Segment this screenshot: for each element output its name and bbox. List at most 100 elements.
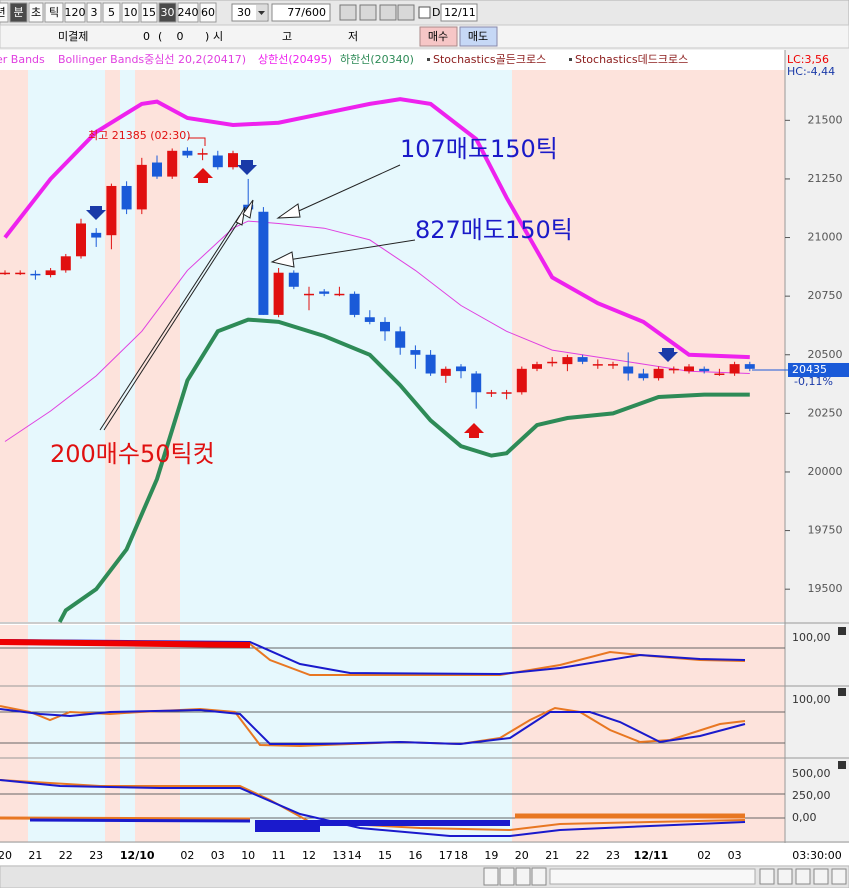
legend-item: Stochastics골든크로스 [433, 53, 546, 66]
d-checkbox[interactable] [418, 6, 431, 19]
panel-label: 100,00 [792, 693, 831, 706]
period-button[interactable] [158, 2, 177, 23]
tool-icon[interactable] [359, 4, 377, 21]
candle-body [30, 273, 41, 276]
buy-button[interactable] [419, 26, 458, 47]
tool-icon[interactable] [379, 4, 397, 21]
period-button[interactable] [0, 2, 9, 23]
tool-icon[interactable] [397, 4, 415, 21]
period-label[interactable]: 10 [124, 6, 138, 19]
period-button[interactable] [177, 2, 199, 23]
time-label: 03 [728, 849, 742, 862]
period-button[interactable] [64, 2, 86, 23]
time-label: 10 [241, 849, 255, 862]
period-label[interactable]: 15 [142, 6, 156, 19]
zoom-button[interactable] [795, 868, 811, 885]
time-label: 20 [0, 849, 12, 862]
time-label: 20 [515, 849, 529, 862]
candle-body [152, 162, 162, 177]
indicators [0, 639, 746, 837]
candle-body [668, 368, 679, 371]
current-price: 20435 [792, 363, 827, 376]
order-field: 미결제 [58, 30, 88, 43]
candle-body [15, 272, 26, 275]
period-label[interactable]: 틱 [49, 6, 59, 19]
period-button[interactable] [121, 2, 140, 23]
d-label: D [432, 6, 440, 19]
candle-body [516, 368, 527, 393]
shade [135, 625, 180, 842]
time-label: 16 [408, 849, 422, 862]
nav-button[interactable] [531, 867, 547, 886]
nav-button[interactable] [483, 867, 499, 886]
panel-close[interactable] [838, 761, 846, 769]
nav-button[interactable] [515, 867, 531, 886]
time-label: 03 [211, 849, 225, 862]
zoom-button[interactable] [777, 868, 793, 885]
period-label[interactable]: 30 [161, 6, 175, 19]
candle-body [334, 293, 345, 296]
combo-arrow-icon [258, 11, 265, 15]
period-label[interactable]: 년 [0, 6, 6, 19]
period-button[interactable] [86, 2, 102, 23]
candle-body [501, 392, 512, 394]
period-label[interactable]: 분 [13, 6, 23, 19]
order-field: 0 [177, 30, 184, 43]
legend-swatch [427, 58, 430, 61]
y-tick-label: 19750 [808, 524, 843, 537]
time-label: 12 [302, 849, 316, 862]
date-value: 12/11 [444, 6, 476, 19]
tool-icon[interactable] [339, 4, 357, 21]
period-button[interactable] [9, 2, 28, 23]
arrow-line [291, 164, 401, 215]
panel-close[interactable] [838, 627, 846, 635]
period-label[interactable]: 5 [108, 6, 115, 19]
period-button[interactable] [44, 2, 64, 23]
panel-borders [0, 50, 849, 864]
band-line [3, 97, 750, 360]
shade [512, 625, 785, 842]
period-label[interactable]: 240 [178, 6, 199, 19]
nav-button[interactable] [499, 867, 515, 886]
bars-value: 77/600 [287, 6, 326, 19]
candle-body [608, 364, 618, 366]
candle-body [714, 373, 725, 376]
stoch-fast [0, 639, 746, 676]
period-button[interactable] [199, 2, 217, 23]
period-label[interactable]: 60 [201, 6, 215, 19]
candle-body [304, 293, 314, 296]
time-label: 19 [484, 849, 498, 862]
period-button[interactable] [28, 2, 44, 23]
candle-body [258, 211, 269, 315]
period-label[interactable]: 120 [65, 6, 86, 19]
buy-label[interactable]: 매수 [428, 30, 448, 43]
period-label[interactable]: 초 [31, 6, 41, 19]
zoom-button[interactable] [831, 868, 847, 885]
panel-label: 100,00 [792, 631, 831, 644]
sell-signal [237, 160, 257, 175]
zoom-button[interactable] [759, 868, 775, 885]
y-tick-label: 20000 [808, 465, 843, 478]
legend-item: Stochastics데드크로스 [575, 53, 688, 66]
period-button[interactable] [140, 2, 158, 23]
period-label[interactable]: 3 [91, 6, 98, 19]
order-field: 저 [348, 30, 358, 43]
band-line [57, 317, 750, 623]
period-button[interactable] [102, 2, 121, 23]
shade [0, 70, 28, 622]
sell-label[interactable]: 매도 [468, 30, 488, 43]
sell-button[interactable] [459, 26, 498, 47]
arrow-head [235, 206, 246, 226]
date-box [440, 3, 478, 22]
panel-close[interactable] [838, 688, 846, 696]
scroll-track[interactable] [549, 868, 756, 885]
candle-body [380, 321, 390, 332]
zoom-button[interactable] [813, 868, 829, 885]
time-label: 17 [439, 849, 453, 862]
time-label: 23 [89, 849, 103, 862]
candle-body [288, 272, 299, 287]
candle-body [486, 392, 497, 394]
annotation: 200매수50틱컷 [50, 440, 215, 468]
hc-label: HC:-4,44 [787, 65, 835, 78]
candle-body [623, 366, 634, 374]
